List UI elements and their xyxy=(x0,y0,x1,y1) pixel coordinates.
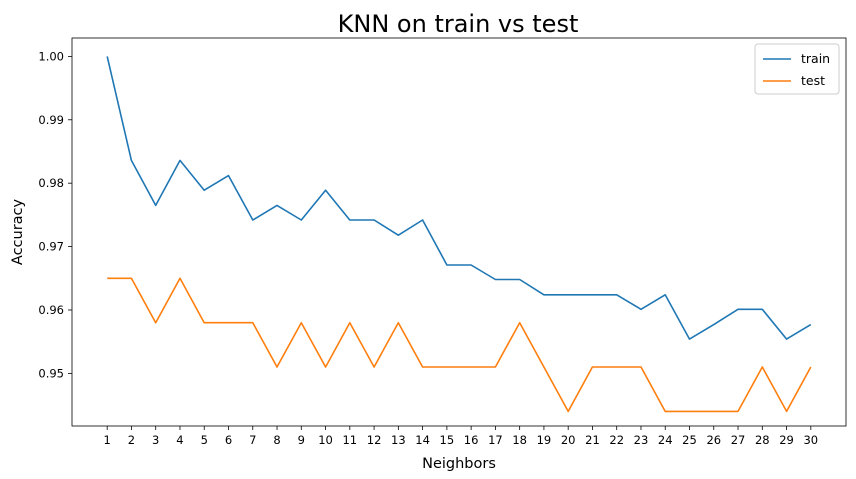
x-tick-label: 24 xyxy=(658,433,673,447)
series-line-test xyxy=(107,277,812,413)
x-tick-label: 17 xyxy=(488,433,503,447)
x-tick-label: 23 xyxy=(634,433,649,447)
x-tick-label: 25 xyxy=(682,433,697,447)
x-tick-label: 22 xyxy=(609,433,624,447)
y-axis: 0.95 0.96 0.97 0.98 0.99 1.00 xyxy=(38,49,72,380)
x-tick-label: 21 xyxy=(585,433,600,447)
x-tick-label: 13 xyxy=(391,433,406,447)
x-tick-label: 11 xyxy=(342,433,357,447)
x-tick-label: 2 xyxy=(128,433,135,447)
x-tick-label: 18 xyxy=(512,433,527,447)
x-tick-label: 5 xyxy=(201,433,208,447)
x-tick-label: 28 xyxy=(755,433,770,447)
legend-label-train: train xyxy=(801,51,830,66)
x-tick-label: 29 xyxy=(779,433,794,447)
legend-label-test: test xyxy=(801,73,825,88)
x-tick-label: 26 xyxy=(706,433,721,447)
x-tick-label: 4 xyxy=(176,433,183,447)
y-tick-label: 0.97 xyxy=(38,240,64,254)
legend: train test xyxy=(754,43,840,95)
x-tick-label: 16 xyxy=(464,433,479,447)
y-tick-label: 0.95 xyxy=(38,366,64,380)
x-tick-label: 19 xyxy=(537,433,552,447)
x-tick-label: 8 xyxy=(273,433,280,447)
x-tick-label: 6 xyxy=(225,433,232,447)
x-axis: 1 2 3 4 5 6 7 8 9 10 11 12 13 14 15 16 17 18 19 20 21 22 23 24 2… xyxy=(104,426,818,447)
x-tick-label: 14 xyxy=(415,433,430,447)
series-layer xyxy=(106,56,812,413)
x-tick-label: 30 xyxy=(803,433,818,447)
x-tick-label: 3 xyxy=(152,433,159,447)
x-tick-label: 7 xyxy=(249,433,256,447)
chart-title: KNN on train vs test xyxy=(338,10,579,38)
x-tick-label: 1 xyxy=(104,433,111,447)
x-tick-label: 27 xyxy=(731,433,746,447)
y-tick-label: 1.00 xyxy=(38,49,64,63)
y-tick-label: 0.98 xyxy=(38,176,64,190)
x-tick-label: 12 xyxy=(367,433,382,447)
y-tick-label: 0.96 xyxy=(38,303,64,317)
y-axis-label: Accuracy xyxy=(10,198,26,265)
x-tick-label: 15 xyxy=(440,433,455,447)
x-tick-label: 9 xyxy=(298,433,305,447)
x-tick-label: 10 xyxy=(318,433,333,447)
series-line-train xyxy=(106,56,812,340)
y-tick-label: 0.99 xyxy=(38,113,64,127)
plot-area xyxy=(71,37,847,427)
x-tick-label: 20 xyxy=(561,433,576,447)
x-axis-label: Neighbors xyxy=(422,456,496,472)
